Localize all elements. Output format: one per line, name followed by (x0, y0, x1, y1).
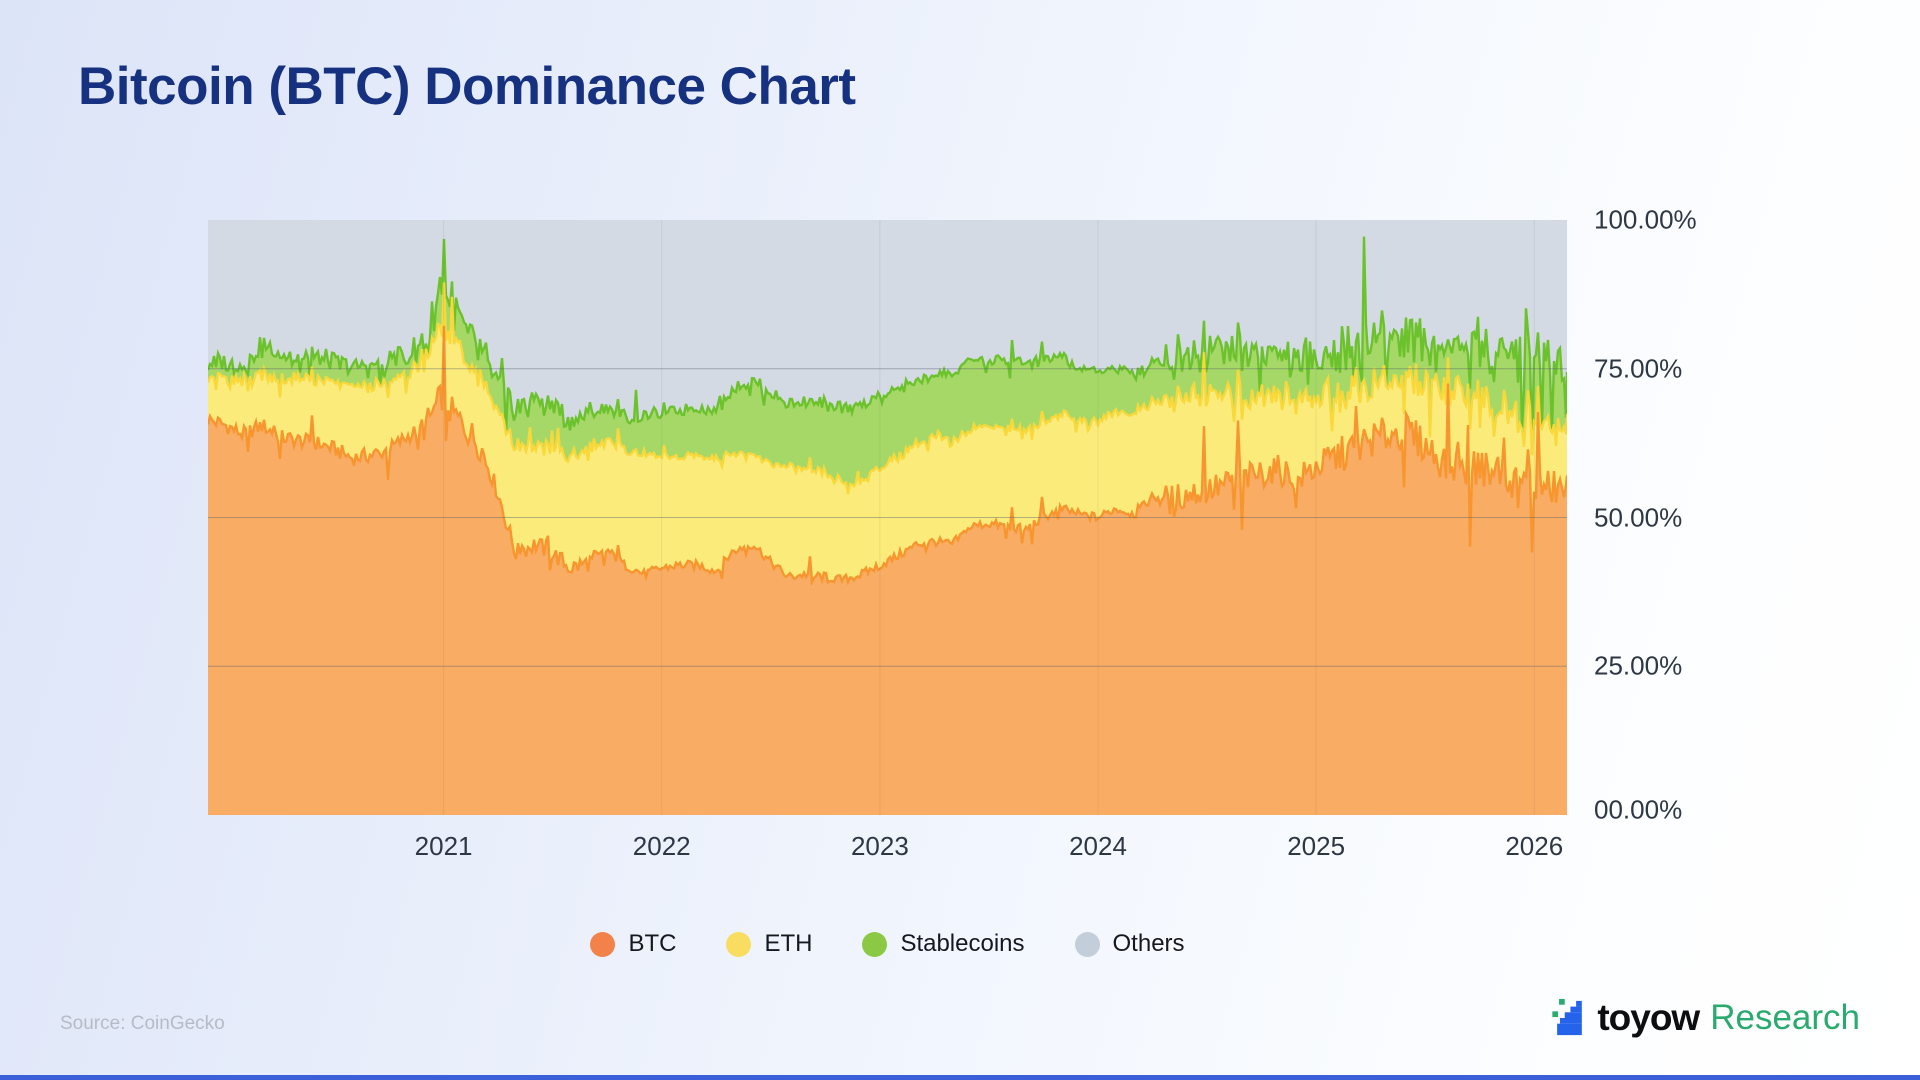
y-axis-label: 100.00% (1594, 204, 1697, 235)
x-axis-label: 2026 (1505, 831, 1564, 861)
eth-line (208, 282, 1567, 495)
legend-item-eth: ETH (726, 930, 812, 958)
btc-area (208, 325, 1567, 815)
legend-item-others: Others (1074, 930, 1185, 958)
stablecoins-line (208, 236, 1567, 454)
page-title: Bitcoin (BTC) Dominance Chart (78, 57, 856, 116)
brand-logo: toyow Research (1552, 997, 1860, 1039)
x-axis-label: 2023 (850, 831, 909, 861)
legend-label: BTC (628, 930, 677, 957)
dominance-chart (208, 220, 1567, 815)
y-axis-label: 75.00% (1594, 353, 1683, 384)
y-axis-label: 25.00% (1594, 650, 1683, 681)
brand-wordmark: toyow (1597, 997, 1700, 1038)
legend-dot-eth (726, 931, 752, 957)
y-axis-label: 00.00% (1594, 794, 1683, 825)
legend-dot-stablecoins (862, 931, 888, 957)
btc-line (208, 325, 1567, 587)
x-axis-label: 2025 (1287, 831, 1346, 861)
chart-canvas (208, 220, 1567, 815)
legend-label: ETH (764, 930, 813, 957)
brand-suffix-label: Research (1710, 998, 1860, 1037)
source-attribution: Source: CoinGecko (60, 1013, 225, 1034)
x-axis-label: 2022 (632, 831, 691, 861)
legend-label: Others (1112, 930, 1185, 957)
legend-label: Stablecoins (900, 930, 1025, 957)
x-axis-label: 2021 (414, 831, 473, 861)
accent-bottom-bar (0, 1075, 1920, 1080)
y-axis-label: 50.00% (1594, 502, 1683, 532)
legend-dot-btc (590, 931, 616, 957)
chart-legend: BTC ETH Stablecoins Others (208, 930, 1567, 958)
legend-item-btc: BTC (590, 930, 676, 958)
legend-dot-others (1074, 931, 1100, 957)
brand-pixel-icon (1552, 999, 1583, 1036)
x-axis-label: 2024 (1069, 831, 1127, 861)
legend-item-stablecoins: Stablecoins (862, 930, 1025, 958)
